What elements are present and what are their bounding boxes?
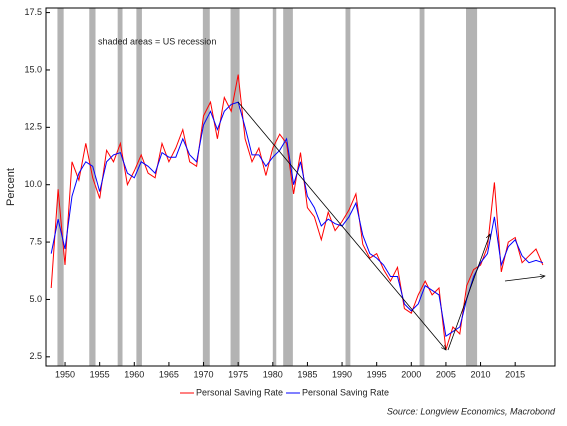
legend-label: Personal Saving Rate	[196, 387, 283, 397]
legend-label: Personal Saving Rate	[302, 387, 389, 397]
x-tick-label: 1995	[367, 369, 387, 379]
recession-band	[117, 8, 123, 366]
arrow	[447, 234, 490, 351]
x-tick-label: 2010	[471, 369, 491, 379]
x-tick-label: 1960	[124, 369, 144, 379]
x-tick-label: 1990	[332, 369, 352, 379]
y-tick-label: 2.5	[29, 351, 42, 361]
recession-band	[272, 8, 277, 366]
x-tick-label: 1965	[159, 369, 179, 379]
trend-arrows	[237, 101, 545, 351]
y-axis-label: Percent	[5, 168, 17, 206]
x-tick-label: 2005	[436, 369, 456, 379]
y-tick-label: 17.5	[24, 7, 42, 17]
recession-band	[345, 8, 351, 366]
arrow	[237, 101, 446, 350]
y-tick-label: 15.0	[24, 64, 42, 74]
recession-band	[419, 8, 425, 366]
recession-band	[89, 8, 96, 366]
recession-band	[57, 8, 64, 366]
plot-frame	[45, 7, 556, 367]
x-tick-label: 2000	[401, 369, 421, 379]
x-tick-label: 2015	[505, 369, 525, 379]
y-tick-label: 5.0	[29, 294, 42, 304]
recession-band	[136, 8, 142, 366]
recession-band	[466, 8, 478, 366]
x-tick-label: 1975	[228, 369, 248, 379]
annotation: shaded areas = US recession	[98, 36, 216, 46]
x-tick-label: 1950	[55, 369, 75, 379]
recession-band	[202, 8, 210, 366]
series-line	[50, 101, 544, 338]
y-tick-label: 10.0	[24, 179, 42, 189]
x-tick-label: 1970	[194, 369, 214, 379]
arrow	[504, 276, 545, 282]
recession-band	[230, 8, 240, 366]
source: Source: Longview Economics, Macrobond	[387, 406, 556, 416]
y-tick-label: 7.5	[29, 236, 42, 246]
x-tick-label: 1985	[297, 369, 317, 379]
x-tick-label: 1955	[90, 369, 110, 379]
y-tick-label: 12.5	[24, 122, 42, 132]
recession-band	[283, 8, 293, 366]
x-tick-label: 1980	[263, 369, 283, 379]
